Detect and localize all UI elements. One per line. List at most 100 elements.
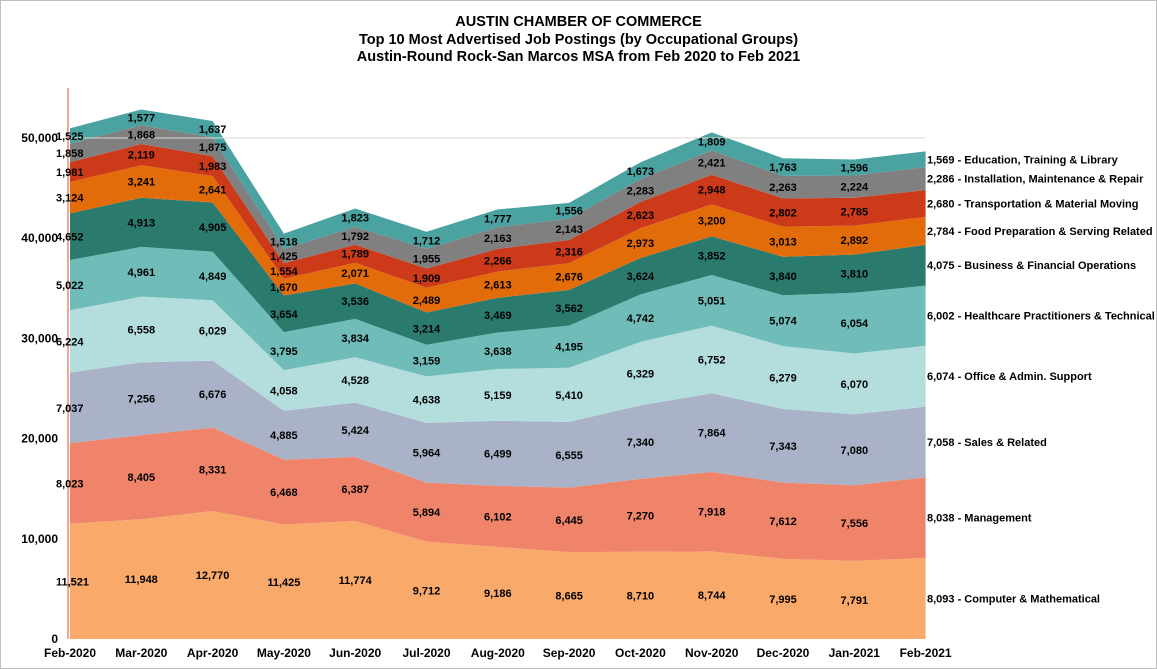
x-tick-label: Apr-2020 <box>187 646 239 660</box>
data-label: 7,864 <box>698 428 726 440</box>
area-transportation-material-moving <box>70 144 926 288</box>
data-label: 5,159 <box>484 390 512 402</box>
data-label: 11,425 <box>267 577 300 589</box>
data-label: 1,518 <box>270 236 298 248</box>
data-label: 7,612 <box>769 516 797 528</box>
data-label: 6,070 <box>841 379 869 391</box>
series-end-label-transportation-material-moving: 2,680 - Transportation & Material Moving <box>927 198 1139 210</box>
data-label: 8,023 <box>56 478 84 490</box>
data-label: 2,143 <box>555 224 583 236</box>
chart-title: AUSTIN CHAMBER OF COMMERCE Top 10 Most A… <box>0 14 1157 67</box>
data-label: 7,995 <box>769 594 797 606</box>
data-label: 1,868 <box>128 130 156 142</box>
data-label: 1,525 <box>56 131 84 143</box>
area-computer-mathematical <box>70 511 926 639</box>
data-label: 1,670 <box>270 282 298 294</box>
data-label: 3,469 <box>484 310 512 322</box>
data-label: 1,596 <box>841 162 869 174</box>
data-label: 6,279 <box>769 373 797 385</box>
series-end-label-sales-related: 7,058 - Sales & Related <box>927 437 1047 449</box>
data-label: 7,343 <box>769 441 797 453</box>
data-label: 2,948 <box>698 185 726 197</box>
data-label: 3,200 <box>698 215 726 227</box>
area-healthcare-practitioners-technical <box>70 246 926 377</box>
data-label: 8,331 <box>199 464 227 476</box>
data-label: 3,834 <box>341 333 369 345</box>
data-label: 6,387 <box>341 484 369 496</box>
data-label: 3,013 <box>769 237 797 249</box>
series-end-label-computer-mathematical: 8,093 - Computer & Mathematical <box>927 593 1100 605</box>
data-label: 2,623 <box>627 210 655 222</box>
area-sales-related <box>70 360 926 488</box>
data-label: 4,058 <box>270 385 298 397</box>
data-label: 4,742 <box>627 313 655 325</box>
y-tick-label: 40,000 <box>21 231 58 245</box>
chart-title-line-3: Austin-Round Rock-San Marcos MSA from Fe… <box>356 49 801 65</box>
data-label: 8,744 <box>698 590 726 602</box>
data-label: 5,424 <box>341 425 369 437</box>
data-label: 11,948 <box>125 574 158 586</box>
data-label: 1,712 <box>413 235 441 247</box>
areas-layer <box>70 109 926 639</box>
data-label: 5,964 <box>413 448 441 460</box>
data-label: 1,809 <box>698 136 726 148</box>
data-label: 3,159 <box>413 356 441 368</box>
x-tick-label: Oct-2020 <box>615 646 666 660</box>
data-label: 3,214 <box>413 324 441 336</box>
data-label: 1,577 <box>128 112 156 124</box>
data-label: 3,536 <box>341 296 369 308</box>
data-label: 1,875 <box>199 142 227 154</box>
data-label: 2,489 <box>413 295 441 307</box>
data-label: 4,849 <box>199 271 227 283</box>
data-label: 6,054 <box>841 318 869 330</box>
data-label: 7,918 <box>698 507 726 519</box>
data-label: 6,752 <box>698 354 726 366</box>
data-label: 7,270 <box>627 510 655 522</box>
data-label: 4,638 <box>413 395 441 407</box>
data-labels-layer: 11,521 11,948 12,770 11,425 11,774 9,712 9,186… <box>56 112 869 607</box>
data-label: 6,676 <box>199 389 227 401</box>
data-label: 5,051 <box>698 295 726 307</box>
data-label: 7,080 <box>841 445 869 457</box>
data-label: 7,556 <box>841 518 869 530</box>
y-tick-label: 30,000 <box>21 331 58 345</box>
data-label: 3,654 <box>270 309 298 321</box>
x-tick-label: Feb-2021 <box>900 646 952 660</box>
x-tick-label: May-2020 <box>257 646 311 660</box>
data-label: 6,102 <box>484 511 512 523</box>
area-office-admin-support <box>70 296 926 423</box>
data-label: 4,885 <box>270 430 298 442</box>
data-label: 2,641 <box>199 184 227 196</box>
data-label: 4,652 <box>56 232 84 244</box>
data-label: 6,445 <box>555 515 583 527</box>
data-label: 7,340 <box>627 437 655 449</box>
data-label: 3,840 <box>769 271 797 283</box>
x-tick-label: Dec-2020 <box>757 646 810 660</box>
data-label: 4,528 <box>341 375 369 387</box>
data-label: 5,074 <box>769 316 797 328</box>
data-label: 6,224 <box>56 336 84 348</box>
data-label: 6,555 <box>555 450 583 462</box>
data-label: 6,029 <box>199 325 227 337</box>
x-tick-label: Mar-2020 <box>115 646 167 660</box>
data-label: 11,521 <box>56 576 89 588</box>
data-label: 1,425 <box>270 251 298 263</box>
data-label: 7,037 <box>56 403 84 415</box>
data-label: 2,316 <box>555 247 583 259</box>
data-label: 7,256 <box>128 394 156 406</box>
end-labels-layer: 8,093 - Computer & Mathematical 8,038 - M… <box>927 154 1155 605</box>
data-label: 1,981 <box>56 167 84 179</box>
data-label: 3,638 <box>484 346 512 358</box>
series-end-label-education-training-library: 1,569 - Education, Training & Library <box>927 154 1119 166</box>
data-label: 8,710 <box>627 590 655 602</box>
data-label: 2,892 <box>841 235 869 247</box>
area-food-preparation-serving-related <box>70 165 926 313</box>
data-label: 4,905 <box>199 222 227 234</box>
data-label: 5,410 <box>555 390 583 402</box>
data-label: 2,676 <box>555 272 583 284</box>
x-tick-label: Aug-2020 <box>471 646 525 660</box>
series-end-label-business-financial-operations: 4,075 - Business & Financial Operations <box>927 260 1136 272</box>
chart-title-line-1: AUSTIN CHAMBER OF COMMERCE <box>455 14 702 30</box>
data-label: 2,785 <box>841 207 869 219</box>
